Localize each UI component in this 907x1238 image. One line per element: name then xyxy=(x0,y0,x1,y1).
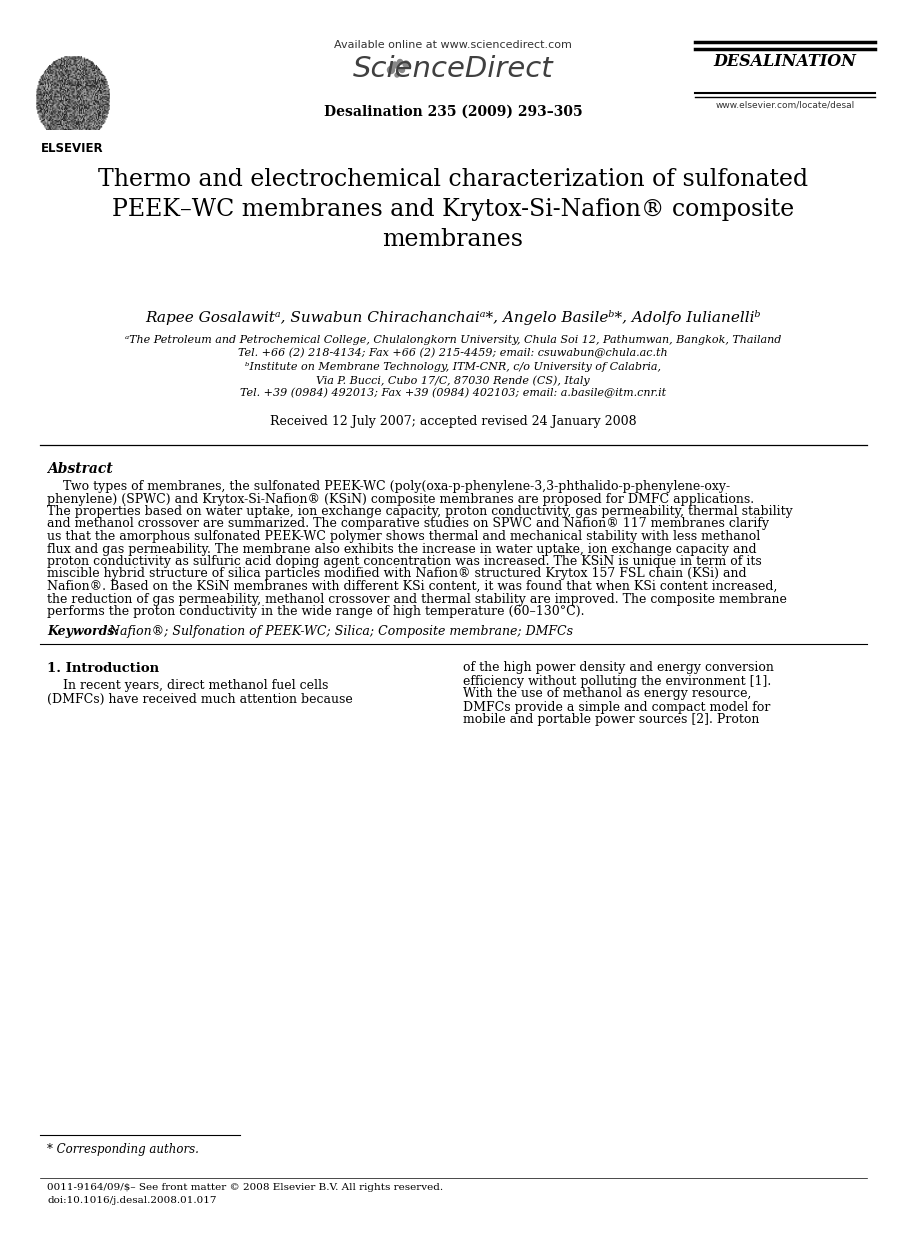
Text: Keywords:: Keywords: xyxy=(47,625,119,639)
Text: In recent years, direct methanol fuel cells: In recent years, direct methanol fuel ce… xyxy=(47,680,328,692)
Text: * Corresponding authors.: * Corresponding authors. xyxy=(47,1143,199,1156)
Text: Received 12 July 2007; accepted revised 24 January 2008: Received 12 July 2007; accepted revised … xyxy=(269,415,637,428)
Circle shape xyxy=(387,67,395,73)
Text: 1. Introduction: 1. Introduction xyxy=(47,661,159,675)
Text: ScienceDirect: ScienceDirect xyxy=(353,54,553,83)
Text: With the use of methanol as energy resource,: With the use of methanol as energy resou… xyxy=(463,687,751,701)
Text: us that the amorphous sulfonated PEEK-WC polymer shows thermal and mechanical st: us that the amorphous sulfonated PEEK-WC… xyxy=(47,530,760,543)
Text: Two types of membranes, the sulfonated PEEK-WC (poly(oxa-p-phenylene-3,3-phthali: Two types of membranes, the sulfonated P… xyxy=(47,480,730,493)
Text: proton conductivity as sulfuric acid doping agent concentration was increased. T: proton conductivity as sulfuric acid dop… xyxy=(47,555,762,568)
Text: the reduction of gas permeability, methanol crossover and thermal stability are : the reduction of gas permeability, metha… xyxy=(47,593,787,605)
Text: The properties based on water uptake, ion exchange capacity, proton conductivity: The properties based on water uptake, io… xyxy=(47,505,793,517)
Text: Nafion®; Sulfonation of PEEK-WC; Silica; Composite membrane; DMFCs: Nafion®; Sulfonation of PEEK-WC; Silica;… xyxy=(105,625,573,639)
Text: mobile and portable power sources [2]. Proton: mobile and portable power sources [2]. P… xyxy=(463,713,759,727)
Text: (DMFCs) have received much attention because: (DMFCs) have received much attention bec… xyxy=(47,692,353,706)
Text: ᵇInstitute on Membrane Technology, ITM-CNR, c/o University of Calabria,: ᵇInstitute on Membrane Technology, ITM-C… xyxy=(245,361,661,371)
Text: Available online at www.sciencedirect.com: Available online at www.sciencedirect.co… xyxy=(334,40,572,50)
Text: and methanol crossover are summarized. The comparative studies on SPWC and Nafio: and methanol crossover are summarized. T… xyxy=(47,517,769,531)
Text: Rapee Gosalawitᵃ, Suwabun Chirachanchaiᵃ*, Angelo Basileᵇ*, Adolfo Iulianelliᵇ: Rapee Gosalawitᵃ, Suwabun Chirachanchaiᵃ… xyxy=(145,310,761,326)
Text: DMFCs provide a simple and compact model for: DMFCs provide a simple and compact model… xyxy=(463,701,770,713)
Text: ELSEVIER: ELSEVIER xyxy=(41,142,103,155)
Text: membranes: membranes xyxy=(383,228,523,251)
Circle shape xyxy=(399,68,405,73)
Text: ᵃThe Petroleum and Petrochemical College, Chulalongkorn University, Chula Soi 12: ᵃThe Petroleum and Petrochemical College… xyxy=(125,335,781,345)
Text: Via P. Bucci, Cubo 17/C, 87030 Rende (CS), Italy: Via P. Bucci, Cubo 17/C, 87030 Rende (CS… xyxy=(317,375,590,385)
Text: Tel. +66 (2) 218-4134; Fax +66 (2) 215-4459; email: csuwabun@chula.ac.th: Tel. +66 (2) 218-4134; Fax +66 (2) 215-4… xyxy=(239,348,668,358)
Text: DESALINATION: DESALINATION xyxy=(714,53,856,71)
Text: miscible hybrid structure of silica particles modified with Nafion® structured K: miscible hybrid structure of silica part… xyxy=(47,567,746,581)
Text: Thermo and electrochemical characterization of sulfonated: Thermo and electrochemical characterizat… xyxy=(98,168,808,191)
Text: doi:10.1016/j.desal.2008.01.017: doi:10.1016/j.desal.2008.01.017 xyxy=(47,1196,217,1205)
Text: 0011-9164/09/$– See front matter © 2008 Elsevier B.V. All rights reserved.: 0011-9164/09/$– See front matter © 2008 … xyxy=(47,1184,444,1192)
Circle shape xyxy=(395,73,399,77)
Text: www.elsevier.com/locate/desal: www.elsevier.com/locate/desal xyxy=(716,100,854,109)
Circle shape xyxy=(397,59,403,64)
Text: Abstract: Abstract xyxy=(47,462,112,475)
Text: flux and gas permeability. The membrane also exhibits the increase in water upta: flux and gas permeability. The membrane … xyxy=(47,542,756,556)
Text: PEEK–WC membranes and Krytox-Si-Nafion® composite: PEEK–WC membranes and Krytox-Si-Nafion® … xyxy=(112,198,795,222)
Text: Desalination 235 (2009) 293–305: Desalination 235 (2009) 293–305 xyxy=(324,105,582,119)
Circle shape xyxy=(392,62,398,68)
Text: phenylene) (SPWC) and Krytox-Si-Nafion® (KSiN) composite membranes are proposed : phenylene) (SPWC) and Krytox-Si-Nafion® … xyxy=(47,493,754,505)
Text: Nafion®. Based on the KSiN membranes with different KSi content, it was found th: Nafion®. Based on the KSiN membranes wit… xyxy=(47,579,777,593)
Text: of the high power density and energy conversion: of the high power density and energy con… xyxy=(463,661,774,675)
Text: performs the proton conductivity in the wide range of high temperature (60–130°C: performs the proton conductivity in the … xyxy=(47,605,584,618)
Text: Tel. +39 (0984) 492013; Fax +39 (0984) 402103; email: a.basile@itm.cnr.it: Tel. +39 (0984) 492013; Fax +39 (0984) 4… xyxy=(240,387,666,399)
Text: efficiency without polluting the environment [1].: efficiency without polluting the environ… xyxy=(463,675,771,687)
Circle shape xyxy=(403,61,409,67)
